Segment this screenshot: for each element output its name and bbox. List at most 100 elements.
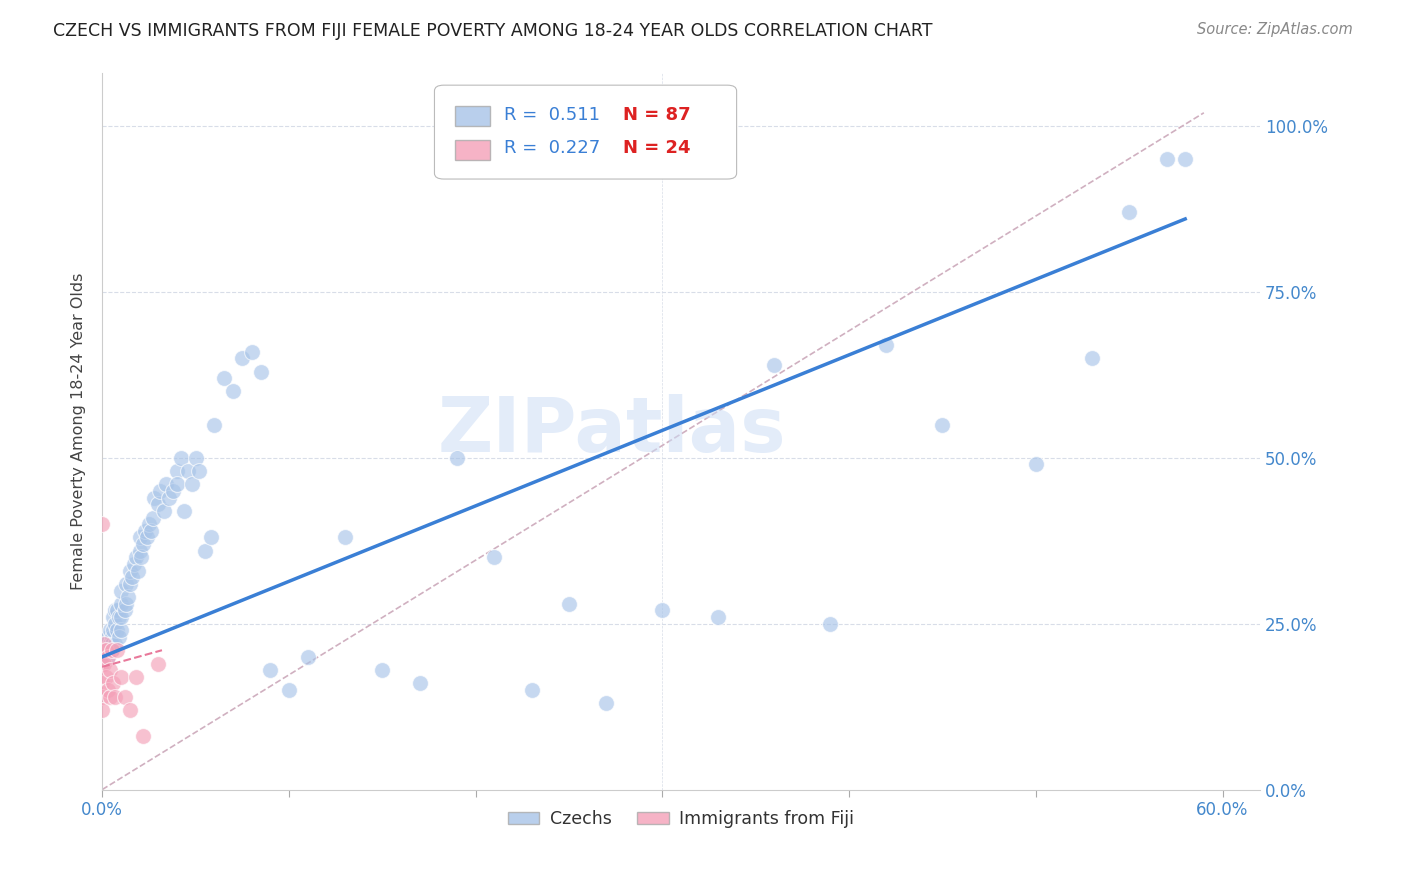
Point (110, 624, 132, 638)
Point (132, 537, 155, 551)
Point (1174, 153, 1197, 167)
Point (297, 649, 319, 664)
Point (98, 690, 121, 704)
Point (1156, 153, 1178, 167)
Point (139, 524, 162, 538)
Point (100, 637, 122, 651)
Point (212, 371, 235, 385)
Point (177, 464, 200, 478)
Point (103, 624, 125, 638)
Point (93, 637, 115, 651)
Point (142, 510, 165, 524)
Point (333, 531, 356, 545)
Point (763, 358, 786, 372)
Text: ZIPatlas: ZIPatlas (437, 394, 786, 468)
FancyBboxPatch shape (434, 85, 737, 179)
Point (820, 616, 842, 631)
Point (231, 351, 253, 366)
Point (155, 477, 177, 491)
Point (98, 663, 121, 677)
Point (97, 683, 120, 698)
Point (184, 450, 207, 465)
FancyBboxPatch shape (456, 140, 491, 160)
Point (105, 624, 128, 638)
Point (125, 670, 148, 684)
Point (202, 417, 225, 432)
Point (97, 649, 120, 664)
Point (120, 703, 142, 717)
Point (117, 590, 139, 604)
Point (94, 670, 117, 684)
Point (100, 643, 122, 657)
Point (114, 603, 136, 617)
Point (104, 603, 127, 617)
Point (200, 531, 222, 545)
Point (371, 663, 394, 677)
Point (558, 597, 581, 611)
Point (93, 649, 115, 664)
Point (188, 464, 211, 478)
Point (484, 550, 506, 565)
Text: R =  0.227: R = 0.227 (503, 139, 600, 157)
Point (122, 557, 145, 571)
Point (105, 643, 128, 657)
Point (104, 690, 127, 704)
Point (114, 690, 136, 704)
Point (110, 597, 132, 611)
Point (250, 365, 273, 379)
Text: R =  0.511: R = 0.511 (503, 105, 600, 124)
Point (240, 344, 263, 359)
Point (707, 610, 730, 624)
Text: N = 24: N = 24 (623, 139, 690, 157)
Point (91, 676, 114, 690)
Point (105, 603, 128, 617)
Point (1118, 205, 1140, 219)
Point (651, 603, 673, 617)
Point (103, 676, 125, 690)
Point (136, 531, 159, 545)
Point (110, 610, 132, 624)
Point (110, 670, 132, 684)
Point (120, 564, 142, 578)
Point (127, 564, 149, 578)
Point (875, 338, 897, 352)
Point (134, 524, 156, 538)
Text: N = 87: N = 87 (623, 105, 690, 124)
Point (98, 637, 121, 651)
Point (91, 643, 114, 657)
Point (104, 616, 127, 631)
Point (100, 630, 122, 644)
Point (128, 531, 150, 545)
Text: CZECH VS IMMIGRANTS FROM FIJI FEMALE POVERTY AMONG 18-24 YEAR OLDS CORRELATION C: CZECH VS IMMIGRANTS FROM FIJI FEMALE POV… (53, 22, 934, 40)
Point (91, 690, 114, 704)
Point (91, 703, 114, 717)
Point (98, 624, 121, 638)
Point (115, 577, 138, 591)
Point (149, 483, 172, 498)
Point (162, 483, 184, 498)
Text: Source: ZipAtlas.com: Source: ZipAtlas.com (1197, 22, 1353, 37)
Point (120, 577, 142, 591)
Point (91, 517, 114, 532)
Point (97, 630, 120, 644)
Point (159, 491, 181, 505)
Point (97, 649, 120, 664)
Point (93, 657, 115, 671)
Legend: Czechs, Immigrants from Fiji: Czechs, Immigrants from Fiji (501, 803, 860, 835)
Point (91, 657, 114, 671)
Point (94, 637, 117, 651)
Point (277, 683, 299, 698)
Point (446, 450, 468, 465)
Point (115, 597, 138, 611)
Point (931, 417, 953, 432)
Point (1025, 458, 1047, 472)
Point (153, 504, 176, 518)
Point (595, 696, 617, 710)
Point (132, 730, 155, 744)
Point (194, 543, 217, 558)
Point (259, 663, 281, 677)
Point (121, 570, 143, 584)
Point (222, 384, 245, 399)
FancyBboxPatch shape (456, 106, 491, 126)
Point (180, 477, 202, 491)
